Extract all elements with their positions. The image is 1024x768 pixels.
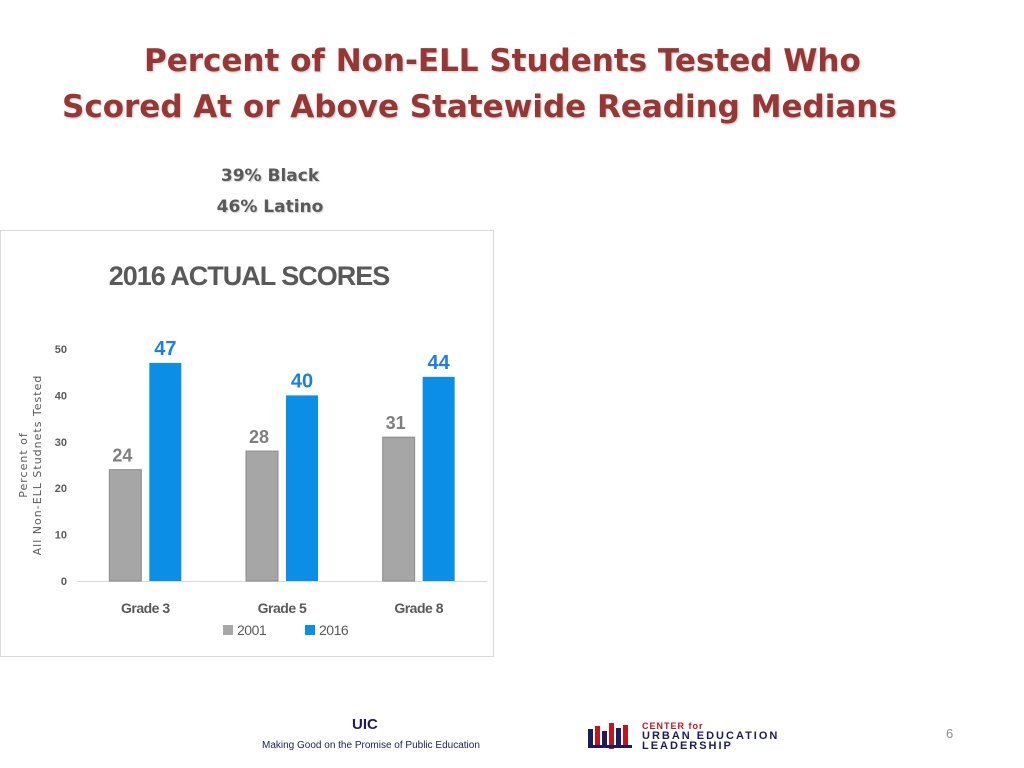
bar-2001-grade-5 [245,450,279,582]
stat-black: 39% Black [220,166,320,186]
y-axis-label-line1: Percent of [17,432,30,498]
y-tick-label: 30 [55,437,67,449]
x-tick-label: Grade 5 [258,600,307,616]
y-axis-label-line2: All Non-ELL Studnets Tested [31,375,44,556]
logo-center-for: CENTER for [642,721,704,731]
stat-latino: 46% Latino [216,197,324,217]
legend-swatch-2016 [305,625,315,635]
bar-chart: 2016 ACTUAL SCORES Percent of All Non-ELL … [0,230,494,657]
legend-swatch-2001 [223,625,233,635]
page-number: 6 [946,726,954,741]
bar-2016-grade-3 [149,362,182,581]
slide-title-line2: Scored At or Above Statewide Reading Med… [62,89,897,125]
uic-tagline: Making Good on the Promise of Public Edu… [262,740,480,751]
bar-2001-grade-3 [108,469,142,582]
chart-svg: 2016 ACTUAL SCORES Percent of All Non-ELL … [17,261,487,638]
slide-title: Percent of Non-ELL Students Tested Who S… [0,38,1024,130]
data-label-2001: 24 [112,446,132,466]
logo-leadership: LEADERSHIP [642,740,733,752]
legend-label-2016: 2016 [319,622,349,638]
x-tick-label: Grade 3 [121,600,170,616]
bar-2016-grade-5 [286,395,318,581]
cuel-skyline-icon [588,723,632,749]
y-tick-label: 10 [55,530,67,542]
logo-urban-education: URBAN EDUCATION [642,730,780,742]
bar-2016-grade-8 [422,376,455,581]
y-tick-label: 0 [61,576,67,588]
data-label-2001: 31 [386,413,406,433]
uic-logo-text: UIC [352,716,378,733]
data-label-2001: 28 [249,427,269,447]
bar-2001-grade-8 [382,436,416,582]
slide-title-line1: Percent of Non-ELL Students Tested Who [144,43,861,79]
chart-title: 2016 ACTUAL SCORES [109,261,390,291]
center-urban-education-leadership-logo: CENTER for URBAN EDUCATION LEADERSHIP [588,721,848,752]
data-label-2016: 47 [154,338,176,360]
y-tick-label: 40 [55,390,67,402]
data-label-2016: 40 [291,370,313,392]
data-label-2016: 44 [428,352,451,374]
y-tick-label: 20 [55,483,67,495]
x-tick-label: Grade 8 [394,600,443,616]
y-tick-label: 50 [55,344,67,356]
legend-label-2001: 2001 [237,622,267,638]
demographic-stats: 39% Black 46% Latino [200,161,340,223]
